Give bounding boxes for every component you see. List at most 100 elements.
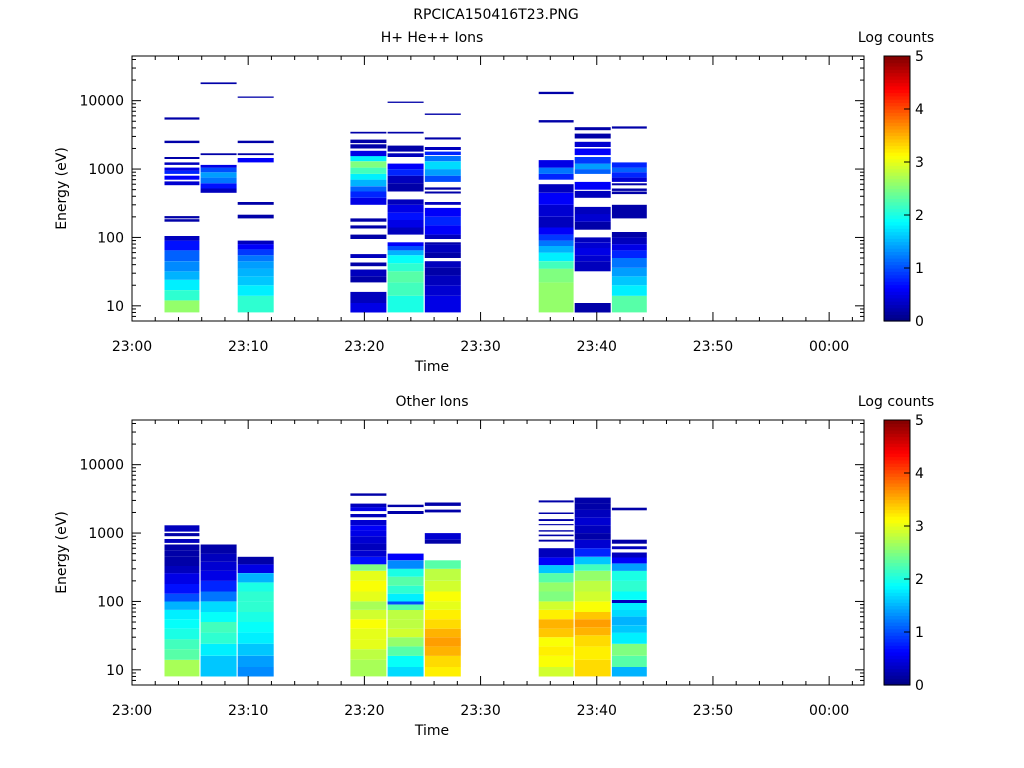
colorbar-segment <box>884 311 910 315</box>
spectrogram-cell <box>164 140 200 144</box>
colorbar-segment <box>884 433 910 438</box>
spectrogram-cell <box>387 183 424 192</box>
spectrogram-cell <box>424 610 461 620</box>
colorbar-segment <box>884 575 910 580</box>
colorbar-tick-label: 4 <box>915 102 924 118</box>
spectrogram-cell <box>350 173 387 180</box>
spectrogram-cell <box>424 225 461 235</box>
colorbar-segment <box>884 545 910 550</box>
plot-frame <box>131 419 865 686</box>
spectrogram-cell <box>237 96 274 98</box>
spectrogram-cell <box>574 237 611 243</box>
colorbar-tick-label: 1 <box>915 261 924 277</box>
colorbar-segment <box>884 115 910 120</box>
spectrogram-cell <box>611 183 647 186</box>
spectrogram-cell <box>424 295 461 313</box>
colorbar-segment <box>884 221 910 226</box>
colorbar-segment <box>884 118 910 123</box>
spectrogram-cell <box>164 593 200 602</box>
spectrogram-cell <box>387 227 424 235</box>
colorbar-segment <box>884 271 910 276</box>
colorbar-segment <box>884 191 910 196</box>
spectrogram-cell <box>387 601 424 605</box>
colorbar-segment <box>884 145 910 150</box>
spectrogram-cell <box>611 546 647 550</box>
spectrogram-cell <box>611 188 647 191</box>
spectrogram-cell <box>424 216 461 226</box>
colorbar-segment <box>884 675 910 679</box>
spectrogram-cell <box>611 552 647 558</box>
spectrogram-cell <box>538 582 574 592</box>
spectrogram-cell <box>200 632 237 644</box>
spectrogram-cell <box>164 539 200 543</box>
spectrogram-cell <box>387 637 424 647</box>
spectrogram-cell <box>424 191 461 194</box>
colorbar-segment <box>884 208 910 213</box>
spectrogram-cell <box>538 637 574 647</box>
spectrogram-cell <box>574 148 611 156</box>
colorbar-tick-label: 5 <box>915 413 924 429</box>
spectrogram-cell <box>200 601 237 612</box>
colorbar-segment <box>884 277 910 282</box>
spectrogram-cell <box>350 156 387 162</box>
spectrogram-cell <box>237 643 274 656</box>
spectrogram-cell <box>538 573 574 583</box>
spectrogram-cell <box>424 175 461 182</box>
spectrogram-cell <box>538 548 574 558</box>
colorbar-segment <box>884 628 910 633</box>
colorbar-tick-label: 2 <box>915 572 924 588</box>
spectrogram-cell <box>237 268 274 277</box>
spectrogram-cell <box>387 131 424 134</box>
spectrogram-cell <box>611 580 647 592</box>
spectrogram-cell <box>350 514 387 518</box>
colorbar-segment <box>884 244 910 249</box>
spectrogram-cell <box>574 214 611 222</box>
spectrogram-cell <box>350 550 387 557</box>
spectrogram-cell <box>200 164 237 168</box>
spectrogram-cell <box>200 570 237 581</box>
spectrogram-cell <box>164 649 200 660</box>
spectrogram-cell <box>424 202 461 205</box>
spectrogram-cell <box>387 263 424 272</box>
colorbar-segment <box>884 65 910 70</box>
spectrogram-cell <box>538 120 574 123</box>
spectrogram-cell <box>387 576 424 586</box>
colorbar-tick-label: 3 <box>915 155 924 171</box>
spectrogram-cell <box>574 601 611 612</box>
spectrogram-cell <box>538 619 574 629</box>
spectrogram-cell <box>574 509 611 518</box>
spectrogram-cell <box>538 557 574 566</box>
colorbar-segment <box>884 466 910 471</box>
y-tick-label: 10000 <box>79 458 124 474</box>
x-tick-label: 23:20 <box>344 339 384 355</box>
spectrogram-cell <box>611 616 647 626</box>
colorbar-segment <box>884 602 910 607</box>
spectrogram-cell <box>574 169 611 174</box>
colorbar-segment <box>884 529 910 534</box>
spectrogram-cell <box>387 246 424 251</box>
colorbar-tick-label: 4 <box>915 466 924 482</box>
colorbar-segment <box>884 109 910 113</box>
colorbar-segment <box>884 476 910 481</box>
spectrogram-cell <box>538 192 574 205</box>
colorbar: 0 1 2 3 4 5 Log counts <box>858 394 934 694</box>
spectrogram-cell <box>350 191 387 198</box>
spectrogram-cell <box>611 250 647 258</box>
spectrogram-cell <box>424 169 461 176</box>
colorbar-segment <box>884 261 910 266</box>
colorbar-segment <box>884 635 910 640</box>
colorbar-segment <box>884 185 910 190</box>
spectrogram-cell <box>611 667 647 677</box>
colorbar-segment <box>884 436 910 441</box>
spectrogram-cell <box>200 188 237 193</box>
colorbar-segment <box>884 502 910 507</box>
colorbar-segment <box>884 641 910 646</box>
spectrogram-cell <box>164 219 200 222</box>
spectrogram-cell <box>387 271 424 283</box>
spectrogram-cells <box>164 493 647 677</box>
spectrogram-cell <box>611 172 647 178</box>
spectrogram-cell <box>424 137 461 140</box>
spectrogram-cell <box>611 177 647 182</box>
spectrogram-cell <box>237 632 274 644</box>
spectrogram-cell <box>538 565 574 574</box>
